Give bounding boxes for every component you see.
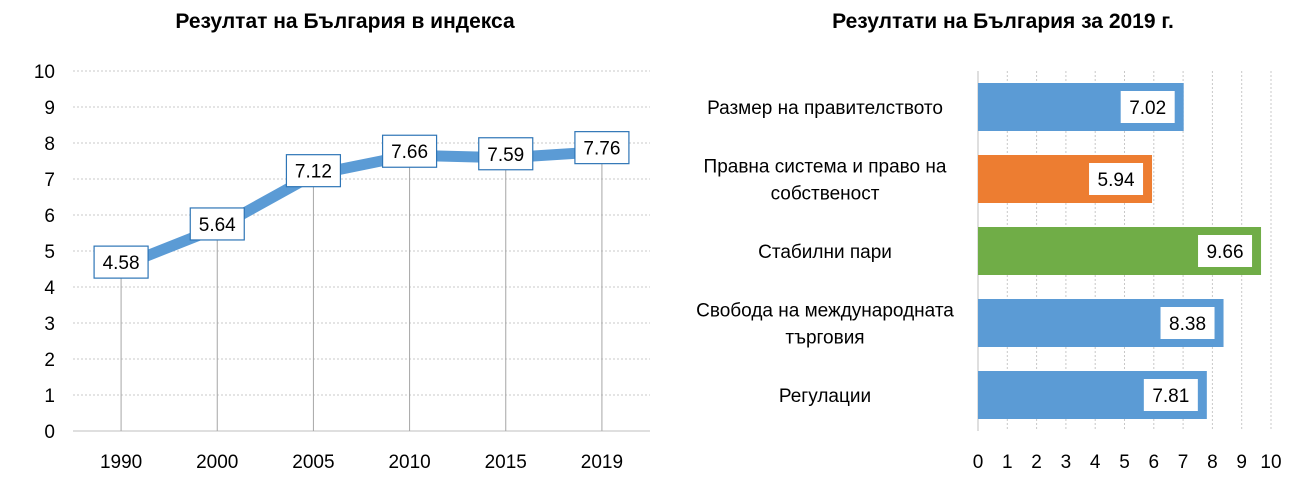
bar-value-label: 8.38 (1169, 314, 1206, 335)
y-tick-label: 4 (44, 278, 55, 299)
x-tick-label: 8 (1207, 452, 1218, 473)
data-label-box (93, 245, 149, 279)
x-tick-label: 7 (1178, 452, 1189, 473)
x-tick-label: 2 (1031, 452, 1042, 473)
data-label-box (478, 137, 534, 171)
x-tick-label: 2000 (196, 452, 238, 473)
y-tick-label: 8 (44, 134, 55, 155)
x-tick-label: 6 (1149, 452, 1160, 473)
x-tick-label: 4 (1090, 452, 1101, 473)
data-label-box (381, 134, 438, 168)
data-label: 7.12 (295, 162, 332, 183)
bar-value-label: 9.66 (1207, 242, 1244, 263)
data-label: 7.76 (583, 139, 620, 160)
bar-value-box (1089, 163, 1144, 195)
x-tick-label: 3 (1061, 452, 1072, 473)
category-label: Свобода на международната търговия (696, 301, 954, 349)
x-tick-label: 1990 (100, 452, 142, 473)
data-label: 4.58 (103, 253, 140, 274)
bar-value-box (1120, 91, 1175, 123)
data-label-box (574, 131, 630, 165)
x-tick-label: 2010 (388, 452, 430, 473)
data-label-box (189, 207, 245, 241)
y-tick-label: 1 (44, 386, 55, 407)
bar-value-label: 7.02 (1129, 98, 1166, 119)
line-chart: 0 1 2 3 4 5 6 7 8 9 10 1990 2000 2005 2010 2015 2019 4.58… (34, 62, 650, 473)
line-chart-title: Резултат на България в индекса (175, 10, 515, 33)
y-tick-label: 7 (44, 170, 55, 191)
x-tick-label: 10 (1260, 452, 1281, 473)
bar-value-box (1143, 379, 1198, 411)
x-tick-label: 9 (1236, 452, 1247, 473)
y-tick-label: 0 (44, 422, 55, 443)
category-label: Стабилни пари (758, 242, 892, 263)
y-tick-label: 5 (44, 242, 55, 263)
data-label-box (285, 154, 342, 188)
category-label: Размер на правителството (707, 98, 943, 119)
bar-chart: 0 1 2 3 4 5 6 7 8 9 10 7.02 Размер на правителството… (696, 71, 1282, 473)
bar-value-label: 5.94 (1098, 170, 1135, 191)
bar-value-box (1160, 307, 1215, 339)
y-tick-label: 9 (44, 98, 55, 119)
x-tick-label: 2005 (292, 452, 334, 473)
data-label: 7.66 (391, 142, 428, 163)
bar-chart-title: Резултати на България за 2019 г. (832, 10, 1174, 33)
data-label: 7.59 (487, 145, 524, 166)
bar-value-box (1198, 235, 1253, 267)
data-label: 5.64 (199, 215, 236, 236)
x-tick-label: 5 (1119, 452, 1130, 473)
y-tick-label: 3 (44, 314, 55, 335)
y-tick-label: 10 (34, 62, 55, 83)
x-tick-label: 2019 (581, 452, 623, 473)
category-label: Правна система и право на собственост (704, 157, 947, 205)
category-label: Регулации (779, 386, 871, 407)
x-tick-label: 2015 (485, 452, 527, 473)
y-tick-label: 6 (44, 206, 55, 227)
x-tick-label: 0 (973, 452, 984, 473)
y-tick-label: 2 (44, 350, 55, 371)
bar-value-label: 7.81 (1152, 386, 1189, 407)
x-tick-label: 1 (1002, 452, 1013, 473)
